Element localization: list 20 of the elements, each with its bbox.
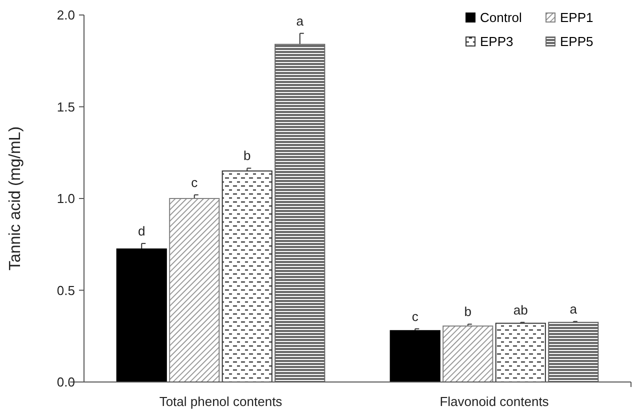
annotation: b <box>464 304 472 320</box>
y-tick-label: 2.0 <box>56 8 75 23</box>
y-tick-label: 0.0 <box>56 374 75 390</box>
legend-label: EPP5 <box>560 34 594 49</box>
legend-label: EPP1 <box>560 10 594 25</box>
y-tick-label: 0.5 <box>56 282 75 298</box>
annotation: c <box>191 174 198 190</box>
annotation: a <box>296 13 304 28</box>
x-tick-label: Total phenol contents <box>159 394 283 409</box>
annotation: ab <box>513 302 528 318</box>
legend-label: EPP3 <box>480 34 514 49</box>
y-tick-label: 1.0 <box>56 191 75 206</box>
annotation: a <box>570 301 578 316</box>
annotation: d <box>138 223 146 238</box>
annotation: b <box>244 148 251 164</box>
y-axis-title: Tannic acid (mg/mL) <box>7 126 24 271</box>
x-tick-label: Flavonoid contents <box>440 394 550 409</box>
legend-label: Control <box>480 10 522 25</box>
y-tick-label: 1.5 <box>56 99 75 114</box>
annotation: c <box>412 308 419 324</box>
